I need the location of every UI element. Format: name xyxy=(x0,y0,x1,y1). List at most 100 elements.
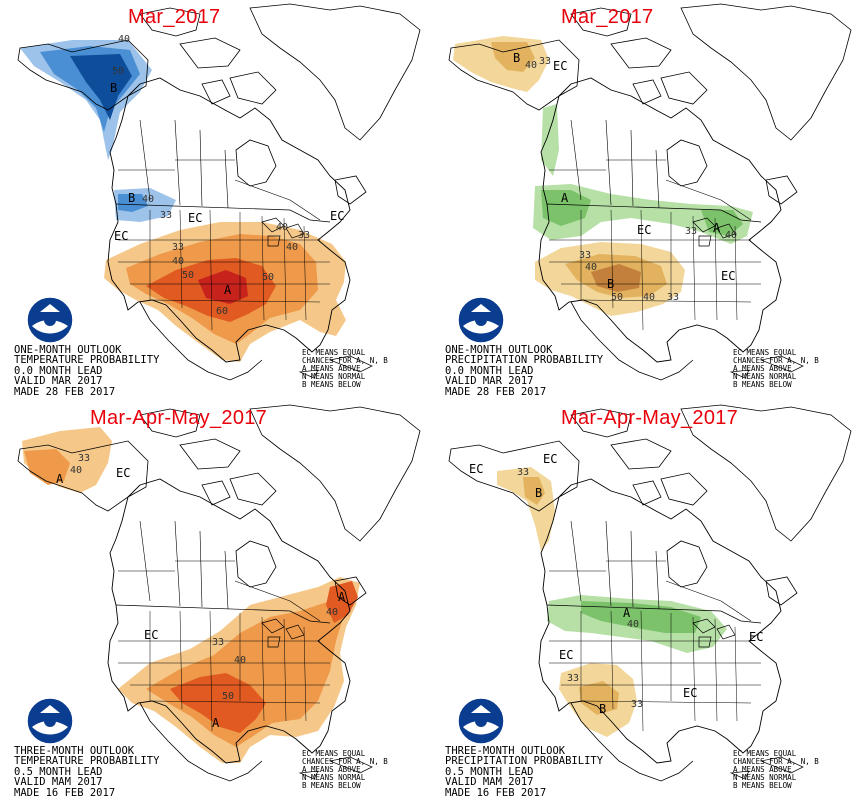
map-label: 40 xyxy=(326,607,338,618)
map-label: 40 xyxy=(585,262,597,273)
legend-line: N MEANS NORMAL xyxy=(302,773,366,782)
map-label: 33 xyxy=(517,467,529,478)
alaska-below-area xyxy=(20,40,152,160)
legend-line: N MEANS NORMAL xyxy=(733,372,797,381)
map-label: B xyxy=(607,277,614,291)
map-label: 33 xyxy=(160,210,172,221)
southwest-below-area xyxy=(559,663,637,737)
legend-line: EC MEANS EQUAL xyxy=(733,749,797,758)
panel-precip-1month: B 40 33 EC A 33 EC A 40 33 40 B 50 40 33… xyxy=(431,0,862,401)
legend-line: N MEANS NORMAL xyxy=(733,773,797,782)
map-label: A xyxy=(623,606,631,620)
panel-title: Mar-Apr-May_2017 xyxy=(561,407,739,429)
legend-line: A MEANS ABOVE xyxy=(302,765,361,774)
caption-line: VALID MAR 2017 xyxy=(445,375,534,387)
legend-line: A MEANS ABOVE xyxy=(733,765,792,774)
noaa-logo-icon xyxy=(26,296,74,344)
caption-line: ONE-MONTH OUTLOOK xyxy=(14,343,122,356)
map-label: 33 xyxy=(78,453,90,464)
map-label: 33 xyxy=(212,637,224,648)
caption-line: VALID MAM 2017 xyxy=(14,776,103,788)
map-label: 50 xyxy=(182,270,194,281)
map-label: 33 xyxy=(172,242,184,253)
legend-line: CHANCES FOR A, N, B xyxy=(733,757,819,766)
south-above-area xyxy=(104,222,346,362)
map-label: 50 xyxy=(112,66,124,77)
legend-line: EC MEANS EQUAL xyxy=(302,749,366,758)
noaa-logo-icon xyxy=(457,697,505,745)
map-label: 40 xyxy=(142,194,154,205)
caption-line: PRECIPITATION PROBABILITY xyxy=(445,354,604,366)
map-label: 40 xyxy=(627,619,639,630)
map-label: 40 xyxy=(172,256,184,267)
noaa-logo-icon xyxy=(457,296,505,344)
panel-temp-3month: 33 40 A EC A EC 33 40 50 A 40 Mar-Apr-Ma… xyxy=(0,401,431,802)
legend-line: B MEANS BELOW xyxy=(302,781,361,790)
caption: ONE-MONTH OUTLOOK PRECIPITATION PROBABILI… xyxy=(445,343,604,398)
map-label: 40 xyxy=(276,222,288,233)
map-label: B xyxy=(128,191,135,205)
map-label: 50 xyxy=(262,272,274,283)
caption-line: MADE 28 FEB 2017 xyxy=(14,385,116,398)
panel-title: Mar_2017 xyxy=(561,6,654,28)
map-label: EC xyxy=(144,628,158,642)
map-label: EC xyxy=(116,466,130,480)
caption-line: 0.0 MONTH LEAD xyxy=(14,364,103,377)
map-label: EC xyxy=(721,269,735,283)
caption-line: MADE 28 FEB 2017 xyxy=(445,385,547,398)
panel-precip-3month: EC 33 EC B A 40 EC EC 33 B 33 EC Mar-Apr… xyxy=(431,401,862,802)
legend-line: N MEANS NORMAL xyxy=(302,372,366,381)
panel-title: Mar_2017 xyxy=(128,6,221,28)
map-label: EC xyxy=(683,686,697,700)
map-label: EC xyxy=(188,211,202,225)
caption: THREE-MONTH OUTLOOK PRECIPITATION PROBABI… xyxy=(445,745,604,799)
noaa-logo-icon xyxy=(26,697,74,745)
map-label: EC xyxy=(559,648,573,662)
map-precip-3month: EC 33 EC B A 40 EC EC 33 B 33 EC xyxy=(448,404,852,782)
map-label: A xyxy=(212,716,220,730)
caption-line: PRECIPITATION PROBABILITY xyxy=(445,755,604,767)
caption-line: ONE-MONTH OUTLOOK xyxy=(445,343,553,356)
legend-line: A MEANS ABOVE xyxy=(733,364,792,373)
map-label: 33 xyxy=(298,230,310,241)
map-label: 33 xyxy=(567,673,579,684)
legend-line: EC MEANS EQUAL xyxy=(302,348,366,357)
map-label: 33 xyxy=(631,699,643,710)
map-label: 33 xyxy=(539,56,551,67)
legend-line: B MEANS BELOW xyxy=(302,380,361,389)
legend-line: CHANCES FOR A, N, B xyxy=(302,757,388,766)
map-label: A xyxy=(224,283,232,297)
caption-line: MADE 16 FEB 2017 xyxy=(14,786,116,799)
map-label: A xyxy=(56,472,64,486)
caption-line: VALID MAR 2017 xyxy=(14,375,103,387)
caption-line: VALID MAM 2017 xyxy=(445,776,534,788)
map-label: B xyxy=(535,486,542,500)
map-label: 40 xyxy=(525,60,537,71)
map-label: EC xyxy=(114,229,128,243)
caption: THREE-MONTH OUTLOOK TEMPERATURE PROBABILI… xyxy=(14,745,160,799)
alaska-above-area xyxy=(22,427,112,493)
map-label: 40 xyxy=(70,465,82,476)
map-label: B xyxy=(110,81,117,95)
panel-title: Mar-Apr-May_2017 xyxy=(90,407,268,429)
north-above-area xyxy=(533,104,753,244)
map-label: 40 xyxy=(118,34,130,45)
map-label: 33 xyxy=(667,292,679,303)
map-label: 40 xyxy=(286,242,298,253)
legend-line: EC MEANS EQUAL xyxy=(733,348,797,357)
map-label: EC xyxy=(469,462,483,476)
map-label: A xyxy=(561,191,569,205)
map-temp-3month: 33 40 A EC A EC 33 40 50 A 40 xyxy=(17,404,421,782)
map-label: A xyxy=(713,221,721,235)
map-label: EC xyxy=(553,59,567,73)
map-label: EC xyxy=(543,452,557,466)
caption-line: TEMPERATURE PROBABILITY xyxy=(14,755,160,767)
map-precip-1month: B 40 33 EC A 33 EC A 40 33 40 B 50 40 33… xyxy=(448,3,852,381)
southwest-below-area xyxy=(535,242,685,316)
map-label: B xyxy=(513,51,520,65)
map-label: 40 xyxy=(725,230,737,241)
legend-line: B MEANS BELOW xyxy=(733,781,792,790)
